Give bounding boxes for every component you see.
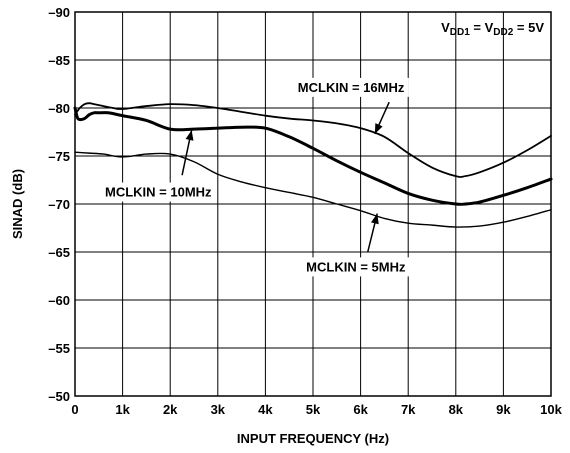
x-tick-label: 9k: [496, 402, 511, 417]
y-tick-label: –75: [48, 149, 70, 164]
condition-prefix: V: [441, 20, 450, 35]
series-group: [73, 102, 553, 228]
annotation-arrowhead: [374, 123, 383, 134]
y-tick-label: –70: [48, 197, 70, 212]
y-tick-label: –90: [48, 5, 70, 20]
x-tick-label: 1k: [115, 402, 130, 417]
grid: [74, 11, 552, 397]
y-tick-labels: –90 –85 –80 –75 –70 –65 –60 –55 –50: [48, 5, 70, 404]
annotation-arrowhead: [370, 213, 379, 225]
x-tick-label: 10k: [540, 402, 562, 417]
y-tick-label: –60: [48, 293, 70, 308]
annotation-label-bg: [302, 257, 410, 277]
x-tick-label: 6k: [353, 402, 368, 417]
series-line-0: [74, 102, 552, 178]
condition-sub2: DD2: [493, 27, 513, 38]
x-tick-label: 8k: [449, 402, 464, 417]
annotation-arrowhead: [185, 130, 194, 141]
series-line-2: [74, 151, 552, 228]
x-tick-label: 3k: [211, 402, 226, 417]
series-line-1: [73, 106, 553, 206]
annotation-label: MCLKIN = 16MHz: [298, 80, 405, 95]
supply-condition-label: VDD1 = VDD2 = 5V: [441, 20, 544, 38]
y-tick-label: –65: [48, 245, 70, 260]
annotation-label: MCLKIN = 10MHz: [105, 185, 212, 200]
y-axis-title: SINAD (dB): [10, 169, 25, 239]
x-tick-label: 4k: [258, 402, 273, 417]
x-axis-title: INPUT FREQUENCY (Hz): [237, 431, 389, 446]
annotation-label-bg: [293, 77, 409, 97]
y-tick-label: –80: [48, 101, 70, 116]
annotations: MCLKIN = 16MHz MCLKIN = 10MHz MCLKIN = 5MH…: [101, 77, 410, 277]
annotation-label-bg: [101, 182, 217, 202]
x-tick-label: 2k: [163, 402, 178, 417]
annotation-label: MCLKIN = 5MHz: [306, 259, 406, 274]
x-tick-labels: 0 1k 2k 3k 4k 5k 6k 7k 8k 9k 10k: [71, 402, 562, 417]
condition-mid: = V: [470, 20, 494, 35]
condition-suffix: = 5V: [513, 20, 544, 35]
x-tick-label: 7k: [401, 402, 416, 417]
plot-frame: [74, 11, 552, 397]
y-tick-label: –55: [48, 341, 70, 356]
y-tick-label: –85: [48, 53, 70, 68]
condition-sub1: DD1: [450, 27, 470, 38]
y-tick-label: –50: [48, 389, 70, 404]
x-tick-label: 5k: [306, 402, 321, 417]
x-tick-label: 0: [71, 402, 78, 417]
